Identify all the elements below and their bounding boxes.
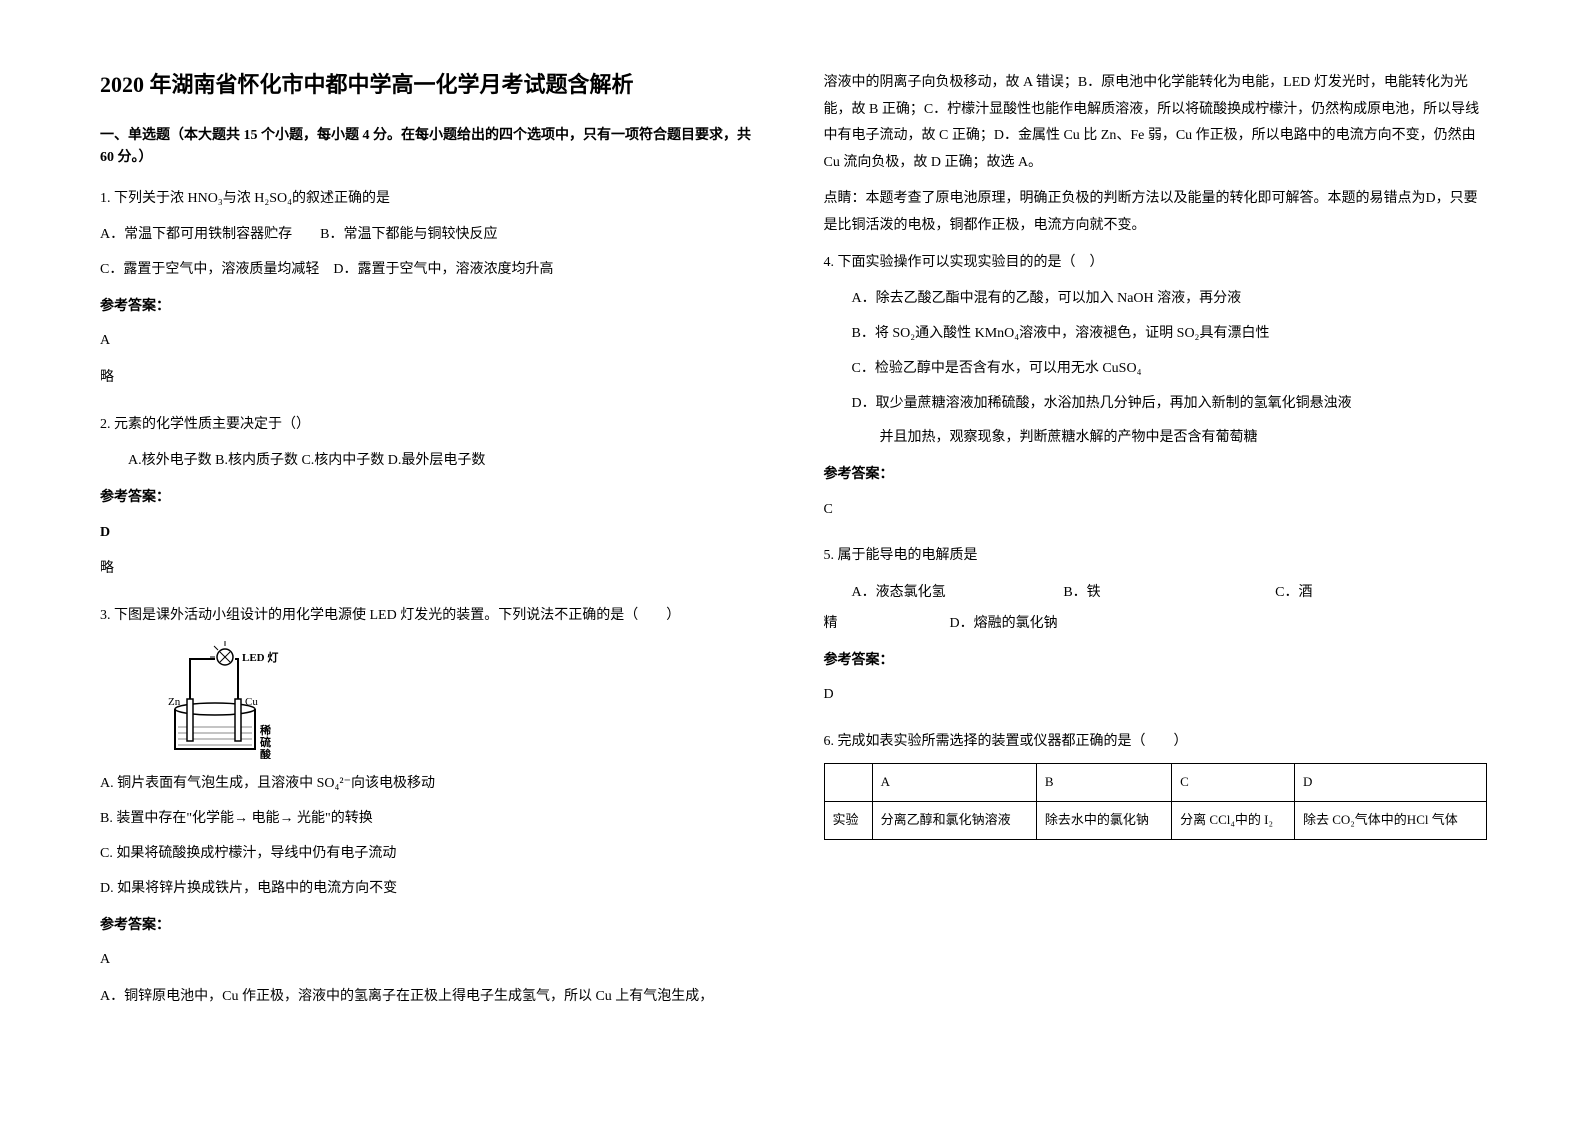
cell-A: 分离乙醇和氯化钠溶液 (872, 801, 1036, 839)
question-5: 5. 属于能导电的电解质是 A．液态氯化氢 B．铁 C．酒 精 D．熔融的氯化钠… (824, 543, 1488, 718)
q3-answer: A (100, 947, 764, 974)
cell-D: 除去 CO₂气体中的HCl 气体 (1294, 801, 1486, 839)
q2-text: 2. 元素的化学性质主要决定于（） (100, 412, 764, 439)
q3-optA: A. 铜片表面有气泡生成，且溶液中 SO₄²⁻向该电极移动 (100, 769, 764, 800)
cu-label: Cu (245, 696, 258, 708)
zn-label: Zn (168, 696, 181, 708)
q4-answer: C (824, 497, 1488, 524)
q1-optA: A．常温下都可用铁制容器贮存 (100, 227, 292, 242)
q5-options: A．液态氯化氢 B．铁 C．酒 精 D．熔融的氯化钠 (824, 578, 1488, 640)
q5-answer-label: 参考答案： (824, 648, 1488, 675)
q2-note: 略 (100, 556, 764, 583)
q3-optB: B. 装置中存在"化学能→ 电能→ 光能"的转换 (100, 804, 764, 835)
q4-optB: B．将 SO₂通入酸性 KMnO₄溶液中，溶液褪色，证明 SO₂具有漂白性 (824, 319, 1488, 350)
q3-options: A. 铜片表面有气泡生成，且溶液中 SO₄²⁻向该电极移动 B. 装置中存在"化… (100, 769, 764, 904)
svg-text:硫: 硫 (260, 735, 271, 749)
q4-optD2: 并且加热，观察现象，判断蔗糖水解的产物中是否含有葡萄糖 (824, 423, 1488, 454)
q5-mid: 精 (824, 616, 838, 631)
q1-options: A．常温下都可用铁制容器贮存 B．常温下都能与铜较快反应 C．露置于空气中，溶液… (100, 220, 764, 286)
q5-row1: A．液态氯化氢 B．铁 C．酒 (824, 578, 1488, 609)
q1-answer-label: 参考答案： (100, 294, 764, 321)
q1-optC: C．露置于空气中，溶液质量均减轻 (100, 262, 319, 277)
th-A: A (872, 764, 1036, 802)
q2-answer-label: 参考答案： (100, 485, 764, 512)
q3-explanation-cont1: 溶液中的阴离子向负极移动，故 A 错误；B．原电池中化学能转化为电能，LED 灯… (824, 70, 1488, 176)
cell-C: 分离 CCl₄中的 I₂ (1172, 801, 1295, 839)
q5-optB: B．铁 (1063, 578, 1275, 609)
q2-answer: D (100, 520, 764, 547)
th-B: B (1036, 764, 1171, 802)
th-empty (824, 764, 872, 802)
q5-optC: C．酒 (1275, 578, 1487, 609)
page-title: 2020 年湖南省怀化市中都中学高一化学月考试题含解析 (100, 70, 764, 101)
q3-explanation-cont2: 点睛：本题考查了原电池原理，明确正负极的判断方法以及能量的转化即可解答。本题的易… (824, 186, 1488, 239)
q5-text: 5. 属于能导电的电解质是 (824, 543, 1488, 570)
th-D: D (1294, 764, 1486, 802)
table-row: 实验 分离乙醇和氯化钠溶液 除去水中的氯化钠 分离 CCl₄中的 I₂ 除去 C… (824, 801, 1487, 839)
left-column: 2020 年湖南省怀化市中都中学高一化学月考试题含解析 一、单选题（本大题共 1… (100, 70, 764, 1082)
q4-answer-label: 参考答案： (824, 462, 1488, 489)
question-1: 1. 下列关于浓 HNO₃与浓 H₂SO₄的叙述正确的是 A．常温下都可用铁制容… (100, 186, 764, 402)
q4-text: 4. 下面实验操作可以实现实验目的的是（ ） (824, 250, 1488, 277)
q3-answer-label: 参考答案： (100, 913, 764, 940)
q4-optA: A．除去乙酸乙酯中混有的乙酸，可以加入 NaOH 溶液，再分液 (824, 284, 1488, 315)
q6-table: A B C D 实验 分离乙醇和氯化钠溶液 除去水中的氯化钠 分离 CCl₄中的… (824, 763, 1488, 839)
led-label: LED 灯 (242, 650, 278, 664)
q3-text: 3. 下图是课外活动小组设计的用化学电源使 LED 灯发光的装置。下列说法不正确… (100, 603, 764, 630)
right-column: 溶液中的阴离子向负极移动，故 A 错误；B．原电池中化学能转化为电能，LED 灯… (824, 70, 1488, 1082)
q5-answer: D (824, 682, 1488, 709)
row-label: 实验 (824, 801, 872, 839)
q1-optB: B．常温下都能与铜较快反应 (320, 227, 497, 242)
question-2: 2. 元素的化学性质主要决定于（） A.核外电子数 B.核内质子数 C.核内中子… (100, 412, 764, 593)
th-C: C (1172, 764, 1295, 802)
svg-text:酸: 酸 (260, 747, 272, 759)
q1-optD: D．露置于空气中，溶液浓度均升高 (333, 262, 553, 277)
section-header: 一、单选题（本大题共 15 个小题，每小题 4 分。在每小题给出的四个选项中，只… (100, 125, 764, 170)
q2-options: A.核外电子数 B.核内质子数 C.核内中子数 D.最外层电子数 (100, 446, 764, 477)
q5-optD: D．熔融的氯化钠 (950, 616, 1058, 631)
q5-optA: A．液态氯化氢 (852, 578, 1064, 609)
q5-row2: 精 D．熔融的氯化钠 (824, 609, 1488, 640)
q1-text: 1. 下列关于浓 HNO₃与浓 H₂SO₄的叙述正确的是 (100, 186, 764, 213)
q3-optC: C. 如果将硫酸换成柠檬汁，导线中仍有电子流动 (100, 839, 764, 870)
q3-diagram: LED 灯 Zn Cu 稀 硫 酸 (160, 639, 290, 759)
question-6: 6. 完成如表实验所需选择的装置或仪器都正确的是（ ） A B C D 实验 分… (824, 729, 1488, 840)
cell-B: 除去水中的氯化钠 (1036, 801, 1171, 839)
question-3: 3. 下图是课外活动小组设计的用化学电源使 LED 灯发光的装置。下列说法不正确… (100, 603, 764, 1021)
question-4: 4. 下面实验操作可以实现实验目的的是（ ） A．除去乙酸乙酯中混有的乙酸，可以… (824, 250, 1488, 534)
q1-option-row2: C．露置于空气中，溶液质量均减轻 D．露置于空气中，溶液浓度均升高 (100, 255, 764, 286)
q6-text: 6. 完成如表实验所需选择的装置或仪器都正确的是（ ） (824, 729, 1488, 756)
q4-optC: C．检验乙醇中是否含有水，可以用无水 CuSO₄ (824, 354, 1488, 385)
q1-answer: A (100, 328, 764, 355)
acid-label: 稀 (260, 723, 271, 737)
q4-options: A．除去乙酸乙酯中混有的乙酸，可以加入 NaOH 溶液，再分液 B．将 SO₂通… (824, 284, 1488, 454)
q3-explanation: A．铜锌原电池中，Cu 作正极，溶液中的氢离子在正极上得电子生成氢气，所以 Cu… (100, 984, 764, 1011)
q1-option-row: A．常温下都可用铁制容器贮存 B．常温下都能与铜较快反应 (100, 220, 764, 251)
q1-note: 略 (100, 365, 764, 392)
table-row-header: A B C D (824, 764, 1487, 802)
q4-optD: D．取少量蔗糖溶液加稀硫酸，水浴加热几分钟后，再加入新制的氢氧化铜悬浊液 (824, 389, 1488, 420)
q3-optD: D. 如果将锌片换成铁片，电路中的电流方向不变 (100, 874, 764, 905)
